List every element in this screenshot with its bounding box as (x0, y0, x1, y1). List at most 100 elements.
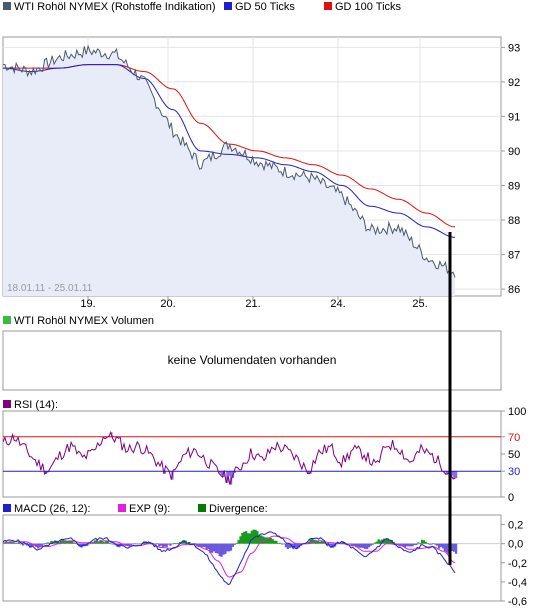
divergence-bar (133, 543, 136, 545)
divergence-bar (345, 543, 348, 544)
divergence-bar (250, 530, 253, 544)
price-x-axis: 19. 20. 21. 24. 25. (80, 296, 428, 310)
divergence-bar (44, 543, 47, 544)
divergence-bar (354, 543, 357, 548)
divergence-bar (275, 540, 278, 544)
divergence-bar (298, 543, 301, 548)
divergence-bar (455, 543, 458, 554)
divergence-bar (286, 543, 289, 549)
divergence-bar (405, 543, 408, 547)
divergence-bar (360, 543, 363, 548)
divergence-bar (316, 540, 320, 544)
divergence-bar (330, 543, 333, 548)
divergence-bar (167, 543, 170, 545)
divergence-bar (69, 541, 72, 544)
divergence-bar (40, 543, 43, 547)
divergence-bar (409, 543, 412, 547)
divergence-bar (146, 542, 149, 544)
rsi-y-tick-label: 100 (508, 406, 526, 418)
divergence-bar (95, 539, 98, 544)
rsi-y-tick-label: 0 (508, 492, 514, 504)
divergence-bar (417, 542, 420, 544)
rsi-y-axis: 100 70 50 30 0 (501, 406, 526, 504)
price-y-tick-label: 91 (508, 111, 520, 123)
divergence-bar (320, 540, 323, 544)
price-x-tick-label: 20. (160, 298, 175, 310)
divergence-bar (177, 543, 180, 544)
rsi-line (3, 430, 456, 485)
divergence-bar (61, 539, 64, 544)
divergence-bar (229, 543, 233, 551)
divergence-bar (388, 539, 391, 544)
divergence-bar (239, 536, 242, 544)
divergence-bar (351, 543, 354, 547)
rsi-y-tick-label: 30 (508, 466, 520, 478)
divergence-bar (394, 543, 397, 545)
divergence-bar (309, 539, 312, 544)
price-y-tick-label: 86 (508, 284, 520, 296)
divergence-bar (235, 542, 238, 544)
divergence-bar (131, 543, 134, 545)
volume-legend-swatch (3, 316, 11, 324)
price-legend-swatch (3, 2, 11, 10)
divergence-legend-label: Divergence: (209, 503, 268, 515)
volume-plot-frame (2, 330, 502, 391)
divergence-bar (218, 543, 221, 557)
macd-y-tick-label: 0,2 (508, 520, 523, 532)
divergence-bar (86, 543, 89, 546)
divergence-bar (436, 543, 439, 546)
divergence-bar (163, 543, 166, 547)
divergence-bar (241, 533, 244, 544)
divergence-bar (282, 543, 286, 545)
divergence-bar (443, 543, 446, 551)
divergence-bar (108, 543, 112, 544)
divergence-bar (110, 543, 113, 545)
divergence-bar (105, 540, 108, 544)
divergence-bar (120, 543, 123, 546)
price-legend: WTI Rohöl NYMEX (Rohstoffe Indikation) G… (3, 1, 402, 13)
gd100-legend-swatch (324, 2, 332, 10)
divergence-bar (383, 538, 386, 544)
divergence-bar (358, 543, 361, 548)
divergence-bar (245, 531, 248, 544)
price-x-tick-label: 19. (80, 298, 95, 310)
divergence-bar (194, 543, 197, 544)
divergence-bar (279, 542, 282, 544)
divergence-bar (322, 542, 325, 544)
rsi-legend-swatch (3, 400, 11, 408)
divergence-bar (369, 543, 373, 546)
divergence-bar (3, 543, 6, 544)
divergence-bar (90, 543, 93, 544)
divergence-bar (201, 543, 204, 548)
divergence-bar (129, 543, 132, 545)
divergence-bar (226, 543, 229, 552)
divergence-bar (12, 542, 15, 544)
divergence-bar (447, 543, 450, 554)
divergence-bar (160, 543, 163, 546)
divergence-bar (171, 543, 174, 545)
divergence-bar (156, 543, 159, 544)
divergence-bar (352, 543, 356, 546)
divergence-bar (50, 540, 53, 544)
divergence-bar (445, 543, 448, 553)
divergence-bar (262, 536, 265, 544)
macd-y-tick-label: 0,0 (508, 539, 523, 551)
divergence-bar (25, 543, 28, 546)
divergence-bar (439, 543, 443, 547)
divergence-bar (288, 543, 291, 548)
divergence-bar (428, 543, 431, 545)
divergence-bar (438, 543, 441, 549)
divergence-bar (386, 538, 390, 544)
price-x-tick-label: 21. (245, 298, 260, 310)
divergence-bar (20, 543, 23, 545)
price-y-tick-label: 90 (508, 146, 520, 158)
price-y-tick-label: 92 (508, 77, 520, 89)
divergence-bar (135, 543, 138, 545)
divergence-bar (413, 543, 416, 545)
divergence-bar (349, 543, 352, 545)
price-series-group (3, 44, 456, 296)
divergence-bar (375, 541, 378, 544)
price-line (3, 44, 456, 278)
divergence-bar (252, 529, 255, 544)
divergence-bar (311, 538, 314, 544)
